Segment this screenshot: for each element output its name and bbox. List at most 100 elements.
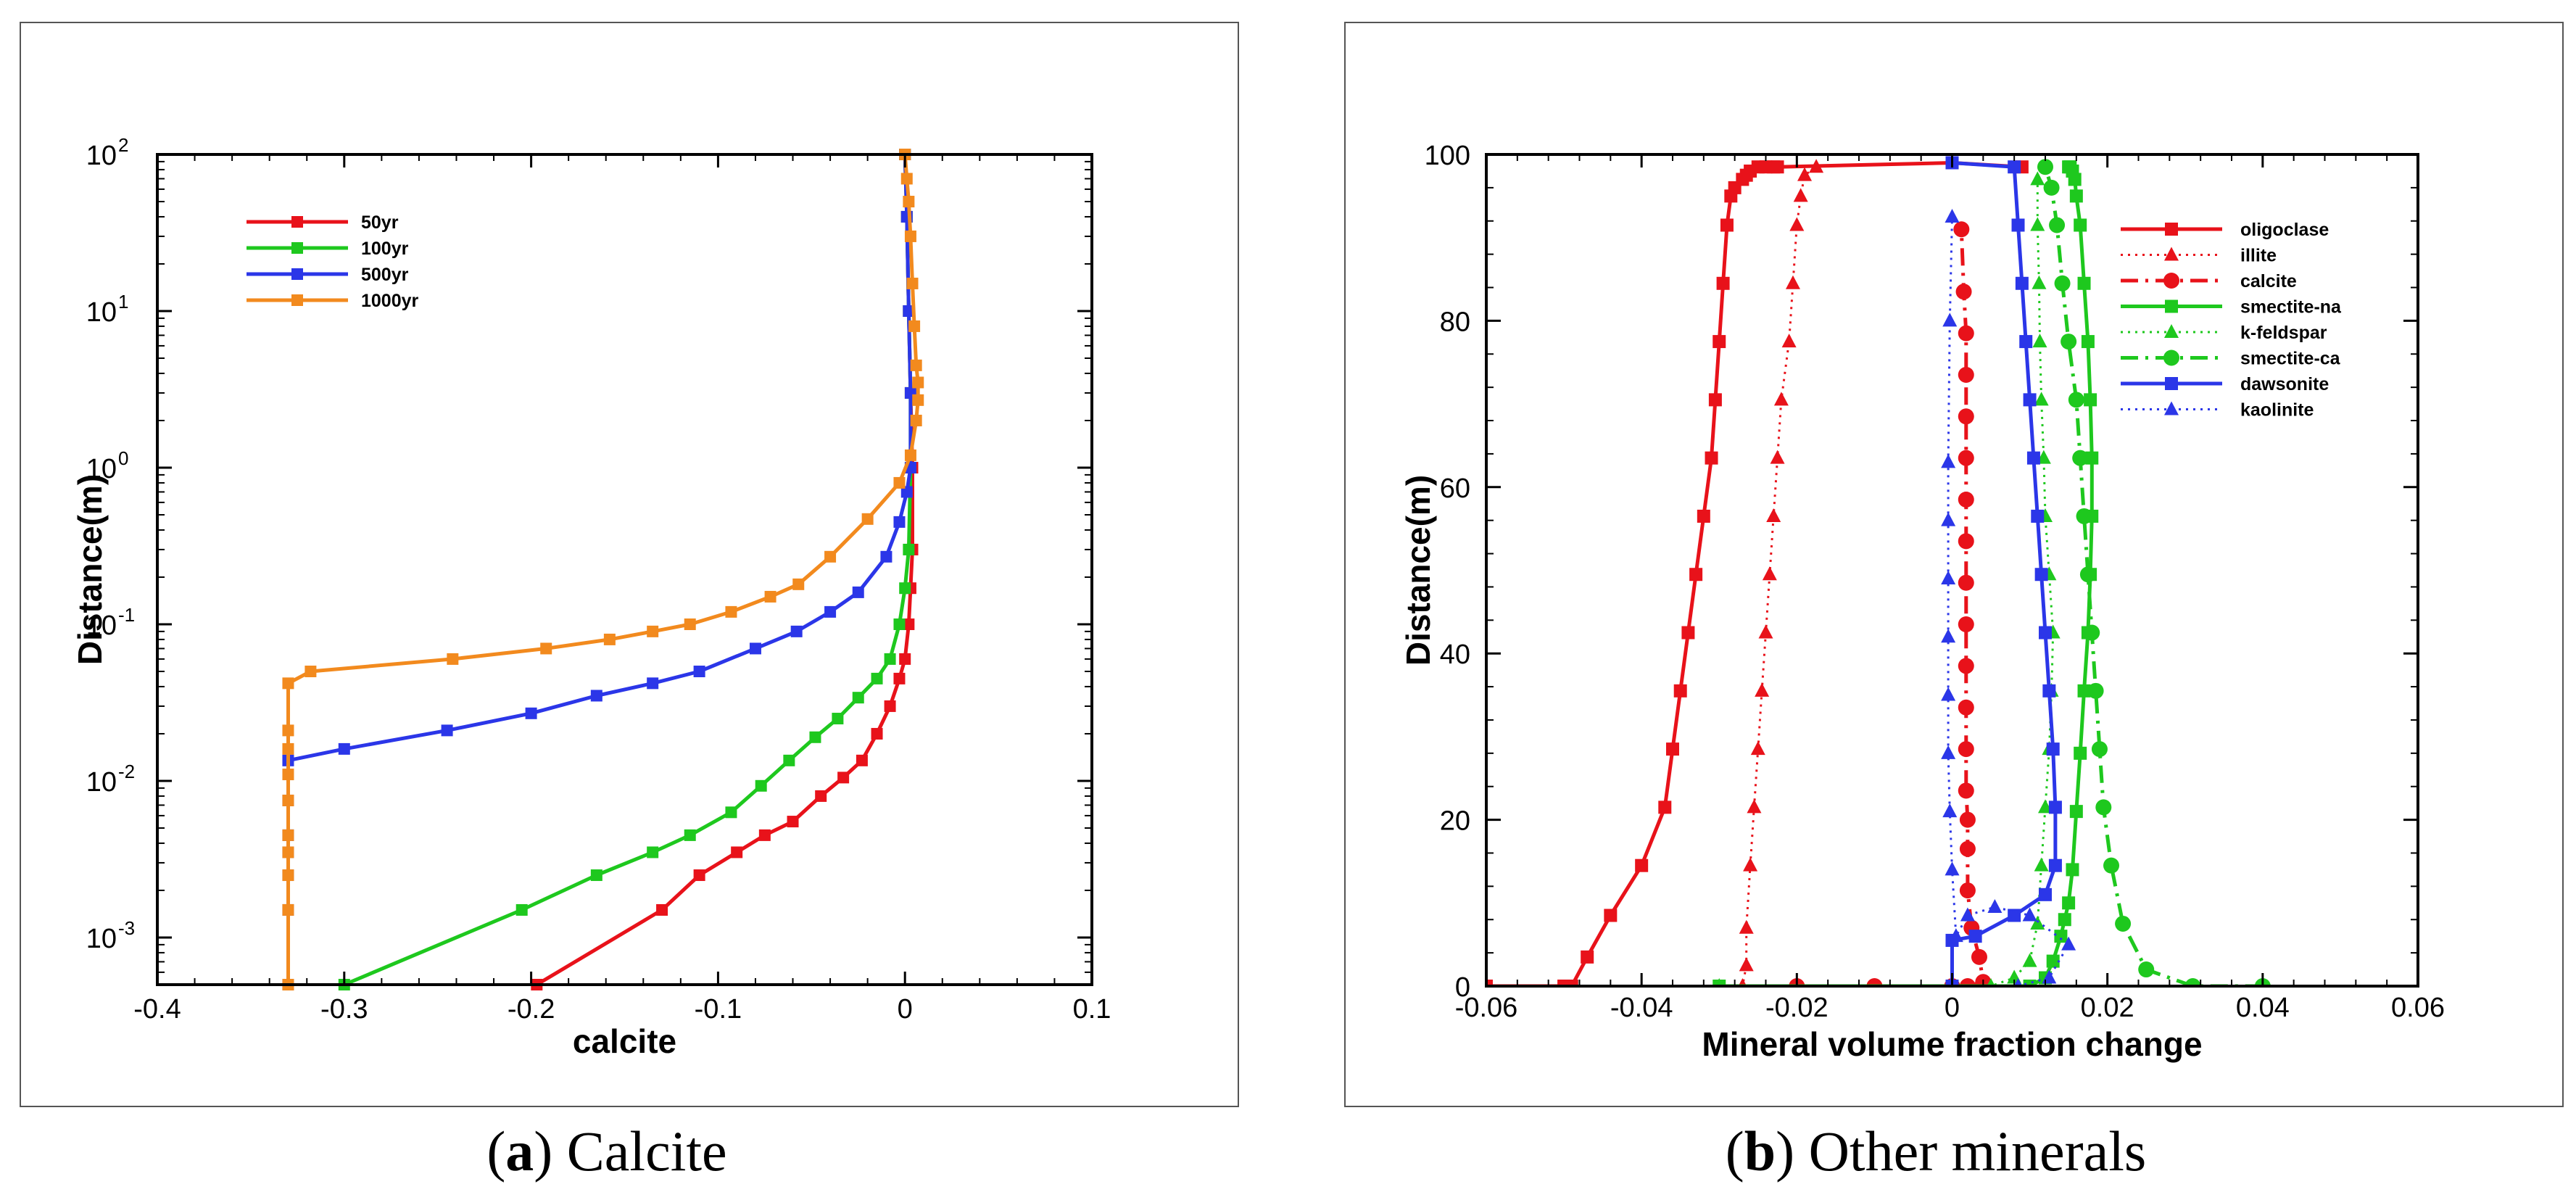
marker-calcite-10: [1958, 782, 1974, 799]
marker-kaolinite-8: [1945, 861, 1960, 876]
marker-1000yr-25: [912, 376, 924, 389]
series-smectite-ca: [2037, 159, 2271, 988]
y-tick-label-a-3: 10: [86, 454, 117, 484]
marker-smectite-ca-10: [2076, 508, 2092, 524]
marker-100yr-11: [871, 672, 883, 684]
x-tick-label-b-5: 0.04: [2236, 993, 2290, 1023]
marker-kaolinite-3: [2061, 936, 2076, 951]
marker-calcite-5: [1971, 948, 1987, 965]
marker-smectite-ca-12: [2068, 392, 2084, 408]
marker-kaolinite-15: [1941, 454, 1956, 468]
marker-500yr-8: [441, 724, 453, 737]
legend-marker-illite: [2164, 247, 2179, 261]
x-axis-label-b: Mineral volume fraction change: [1702, 1025, 2202, 1063]
marker-1000yr-15: [684, 618, 696, 630]
marker-1000yr-26: [910, 359, 922, 371]
line-k-feldspar: [1719, 179, 2055, 988]
marker-oligoclase-5: [1635, 858, 1649, 872]
marker-smectite-ca-13: [2061, 334, 2077, 350]
legend-marker-dawsonite: [2165, 377, 2178, 390]
marker-1000yr-27: [908, 320, 921, 332]
marker-smectite-ca-8: [2084, 624, 2100, 641]
marker-calcite-21: [1958, 325, 1974, 342]
marker-500yr-18: [893, 516, 906, 528]
y-axis-label-b: Distance(m): [1399, 475, 1437, 666]
marker-kaolinite-5: [1987, 899, 2003, 914]
marker-kaolinite-7: [1948, 928, 1963, 943]
marker-smectite-na-23: [2062, 160, 2076, 174]
caption-b-letter: b: [1744, 1120, 1776, 1183]
y-tick-label-b-4: 80: [1440, 307, 1470, 337]
marker-k-feldspar-16: [2030, 217, 2045, 231]
data-area-b: [1486, 156, 2271, 988]
marker-100yr-10: [852, 692, 864, 704]
marker-1000yr-30: [903, 196, 915, 208]
marker-1000yr-9: [282, 677, 294, 690]
caption-b: (b) Other minerals: [1726, 1120, 2147, 1183]
marker-smectite-na-4: [2054, 930, 2068, 943]
legend-label-100yr: 100yr: [361, 239, 409, 259]
marker-k-feldspar-4: [2030, 915, 2045, 930]
marker-smectite-ca-16: [2043, 179, 2060, 196]
marker-oligoclase-8: [1673, 684, 1687, 698]
x-tick-label-a-3: -0.1: [695, 994, 742, 1025]
legend-label-kaolinite: kaolinite: [2240, 400, 2314, 421]
marker-smectite-na-16: [2081, 335, 2095, 349]
marker-dawsonite-17: [2008, 160, 2021, 174]
marker-1000yr-14: [647, 625, 659, 637]
y-tick-exponent-a-0: -3: [118, 917, 135, 939]
marker-1000yr-10: [305, 666, 317, 678]
marker-calcite-23: [1953, 221, 1970, 238]
marker-smectite-na-1: [2023, 980, 2037, 988]
marker-dawsonite-5: [2048, 858, 2062, 872]
marker-50yr-10: [884, 700, 896, 712]
y-axis-label-a: Distance(m): [71, 474, 109, 665]
marker-1000yr-28: [906, 277, 919, 289]
marker-500yr-7: [338, 742, 350, 755]
series-kaolinite: [1941, 209, 2076, 988]
x-tick-label-a-2: -0.2: [508, 994, 555, 1025]
marker-50yr-6: [815, 790, 827, 802]
marker-dawsonite-13: [2023, 393, 2037, 407]
legend-label-smectite-ca: smectite-ca: [2240, 349, 2341, 369]
marker-smectite-na-3: [2046, 954, 2060, 968]
x-tick-label-b-0: -0.06: [1455, 993, 1518, 1023]
marker-dawsonite-14: [2019, 335, 2033, 349]
marker-100yr-6: [755, 779, 767, 792]
marker-1000yr-1: [282, 903, 294, 916]
marker-illite-15: [1789, 217, 1805, 231]
marker-calcite-15: [1958, 574, 1974, 591]
marker-1000yr-5: [282, 794, 294, 806]
marker-kaolinite-12: [1941, 629, 1956, 643]
marker-dawsonite-3: [2008, 909, 2021, 922]
marker-50yr-12: [899, 653, 911, 665]
legend-marker-500yr: [291, 268, 303, 280]
x-tick-label-b-4: 0.02: [2081, 993, 2134, 1023]
marker-illite-3: [1739, 919, 1754, 934]
marker-500yr-19: [900, 486, 913, 498]
marker-dawsonite-15: [2015, 276, 2029, 290]
legend-label-k-feldspar: k-feldspar: [2240, 323, 2327, 343]
marker-100yr-15: [903, 543, 915, 555]
marker-kaolinite-4: [2022, 907, 2037, 922]
marker-calcite-14: [1958, 616, 1974, 633]
marker-calcite-7: [1959, 882, 1976, 899]
y-tick-label-a-0: 10: [86, 924, 117, 954]
legend-label-50yr: 50yr: [361, 212, 399, 233]
marker-kaolinite-16: [1942, 313, 1958, 327]
y-tick-label-b-3: 60: [1440, 473, 1470, 504]
x-axis-label-a: calcite: [573, 1022, 676, 1060]
marker-calcite-18: [1958, 450, 1974, 466]
marker-kaolinite-11: [1941, 687, 1956, 701]
marker-calcite-13: [1958, 658, 1974, 674]
marker-100yr-1: [515, 903, 528, 916]
legend-marker-kaolinite: [2164, 401, 2179, 415]
x-tick-label-b-6: 0.06: [2391, 993, 2445, 1023]
marker-oligoclase-14: [1712, 335, 1726, 349]
marker-500yr-14: [790, 625, 803, 637]
marker-50yr-11: [893, 672, 906, 684]
marker-illite-17: [1797, 167, 1813, 181]
marker-smectite-na-5: [2058, 913, 2071, 927]
y-tick-label-a-4: 10: [86, 297, 117, 328]
marker-smectite-ca-11: [2072, 450, 2089, 466]
